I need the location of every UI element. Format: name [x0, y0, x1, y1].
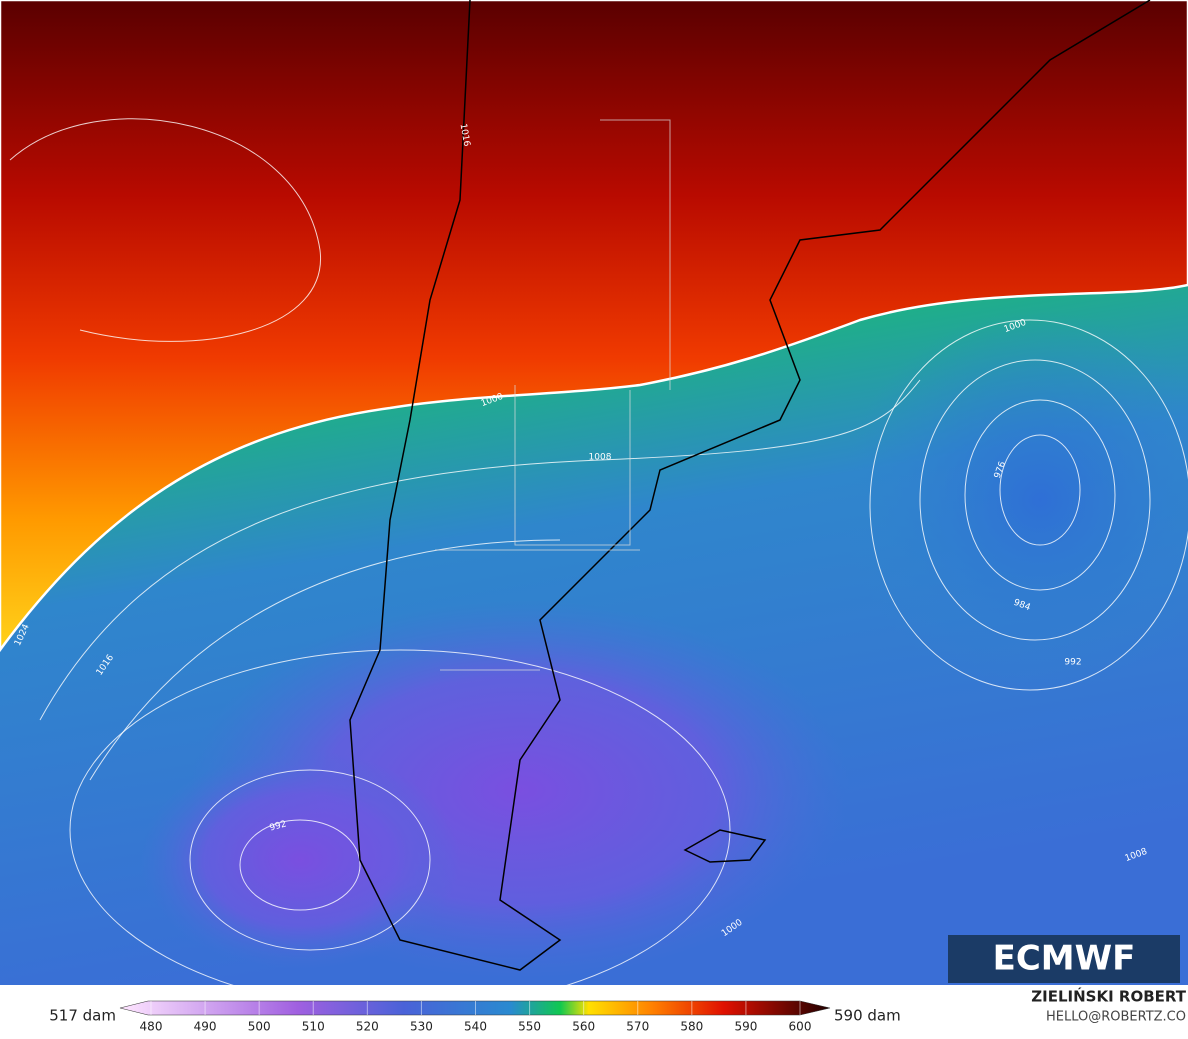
colorbar-tick-label: 550 — [518, 1020, 541, 1034]
logo-box — [948, 935, 1180, 983]
low-east — [840, 310, 1188, 690]
colorbar-tick-label: 580 — [680, 1020, 703, 1034]
colorbar-tick-label: 560 — [572, 1020, 595, 1034]
colorbar-tick-label: 600 — [789, 1020, 812, 1034]
islands — [683, 829, 767, 863]
low-core — [140, 750, 460, 970]
contour-label: 1008 — [589, 453, 612, 463]
logo: ECMWF — [993, 939, 1136, 979]
colorbar-tick-label: 530 — [410, 1020, 433, 1034]
borders — [435, 119, 671, 671]
colorbar-tick-label: 540 — [464, 1020, 487, 1034]
coastline — [349, 0, 1151, 971]
colorbar-tick-label: 510 — [302, 1020, 325, 1034]
colorbar-tick-label: 520 — [356, 1020, 379, 1034]
colorbar-min-label: 517 dam — [49, 1007, 116, 1025]
colorbar-tick-label: 480 — [140, 1020, 163, 1034]
colorbar-tick-label: 500 — [248, 1020, 271, 1034]
contour-label: 1016 — [458, 123, 472, 148]
author: ZIELIŃSKI ROBERT — [1031, 987, 1186, 1006]
colorbar-tick-label: 570 — [626, 1020, 649, 1034]
colorbar-tick-label: 590 — [734, 1020, 757, 1034]
isobars — [9, 118, 1188, 1011]
warm-field — [0, 0, 1188, 650]
map — [0, 0, 1188, 1011]
colorbar-tick-label: 490 — [194, 1020, 217, 1034]
contact: HELLO@ROBERTZ.CO — [1046, 1010, 1186, 1025]
colorbar-max-label: 590 dam — [834, 1007, 901, 1025]
contour-label: 992 — [1064, 658, 1081, 668]
contour-label: 992 — [269, 819, 288, 833]
